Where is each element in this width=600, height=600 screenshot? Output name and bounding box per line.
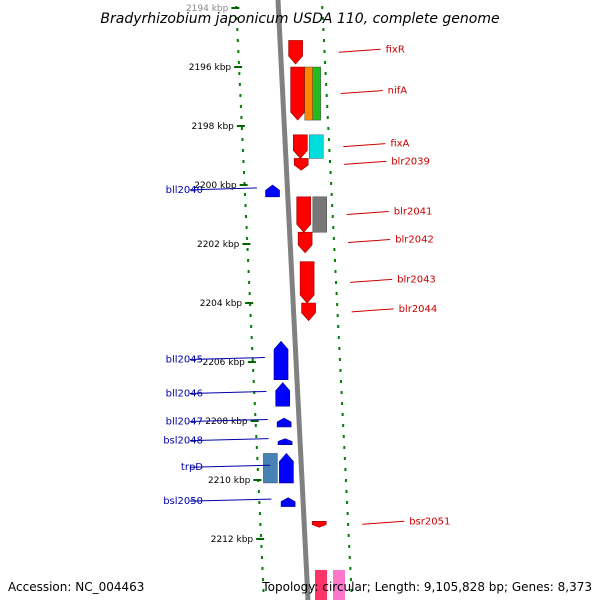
gene-label-bsl2048: bsl2048 — [163, 436, 203, 447]
label-leader — [189, 187, 257, 191]
gene-bsr2051 — [311, 521, 327, 528]
tick-label: 2194 kbp — [186, 4, 229, 14]
tick-label: 2202 kbp — [197, 240, 240, 250]
tick-label: 2196 kbp — [189, 63, 232, 73]
overlap-feature-blr2041 — [312, 196, 327, 233]
gene-label-bsr2051: bsr2051 — [409, 516, 450, 527]
label-leader — [348, 239, 391, 244]
gene-label-fixA: fixA — [390, 139, 409, 150]
gene-bll2040 — [265, 184, 280, 198]
gene-label-blr2042: blr2042 — [395, 235, 434, 246]
tick-label: 2200 kbp — [194, 181, 237, 191]
gene-label-nifA: nifA — [388, 86, 408, 97]
label-leader — [344, 160, 387, 165]
tick-label: 2208 kbp — [205, 417, 248, 427]
gene-bsl2048 — [277, 438, 293, 445]
feature-partial — [315, 570, 327, 600]
dotted-rings — [235, 6, 353, 592]
label-leader — [189, 390, 267, 394]
overlap-feature-nifA — [312, 66, 321, 121]
scale-ticks: 2194 kbp 2196 kbp 2198 kbp 2200 kbp 2202 kbp… — [186, 4, 265, 545]
overlap-feature-fixA — [309, 134, 324, 159]
gene-bll2045 — [273, 340, 289, 380]
label-leader — [362, 520, 405, 525]
gene-label-blr2043: blr2043 — [397, 274, 436, 285]
label-leader — [189, 464, 270, 468]
gene-trpD — [279, 452, 294, 484]
label-leader — [189, 357, 265, 361]
feature-partial — [333, 570, 345, 600]
gene-blr2039 — [293, 158, 309, 171]
gene-blr2042 — [297, 231, 313, 254]
gene-label-trpD: trpD — [181, 462, 203, 473]
gene-label-blr2044: blr2044 — [399, 304, 438, 315]
gene-fixA — [293, 134, 308, 159]
gene-label-bll2046: bll2046 — [166, 388, 203, 399]
gene-blr2044 — [301, 302, 316, 322]
gene-label-blr2041: blr2041 — [394, 207, 433, 218]
gene-fixR — [288, 40, 303, 65]
label-leader — [189, 498, 272, 502]
gene-blr2043 — [299, 261, 315, 304]
gene-label-fixR: fixR — [386, 44, 405, 55]
gene-bll2047 — [276, 417, 292, 428]
label-leader — [343, 143, 386, 148]
label-leader — [350, 278, 393, 283]
gene-label-bll2047: bll2047 — [166, 416, 203, 427]
tick-label: 2210 kbp — [208, 476, 251, 486]
tick-label: 2204 kbp — [200, 299, 243, 309]
tick-label: 2212 kbp — [211, 535, 254, 545]
gene-label-bsl2050: bsl2050 — [163, 496, 203, 507]
map-title: Bradyrhizobium japonicum USDA 110, compl… — [100, 11, 499, 27]
label-leader — [346, 211, 389, 215]
gene-labels: fixR nifA fixA blr2039 bll2040 blr2041 blr2042… — [163, 44, 450, 527]
gene-label-bll2040: bll2040 — [166, 185, 203, 196]
topology-summary: Topology: circular; Length: 9,105,828 bp… — [262, 580, 592, 594]
label-leader — [340, 90, 383, 95]
gene-label-bll2045: bll2045 — [166, 355, 203, 366]
tick-label: 2206 kbp — [202, 358, 245, 368]
label-leader — [351, 308, 394, 313]
genome-backbone — [275, 0, 311, 600]
overlap-feature-trpD — [263, 453, 278, 484]
gene-bsl2050 — [280, 497, 296, 507]
label-leader — [189, 418, 268, 422]
tick-label: 2198 kbp — [191, 122, 234, 132]
label-leader — [338, 48, 381, 53]
gene-features — [263, 40, 345, 600]
gene-bll2046 — [275, 382, 291, 407]
overlap-feature-nifA — [304, 66, 313, 121]
gene-nifA — [290, 66, 305, 121]
gene-label-blr2039: blr2039 — [391, 156, 430, 167]
gene-blr2041 — [296, 196, 312, 233]
label-leader — [189, 438, 269, 442]
accession-label: Accession: NC_004463 — [8, 580, 145, 594]
